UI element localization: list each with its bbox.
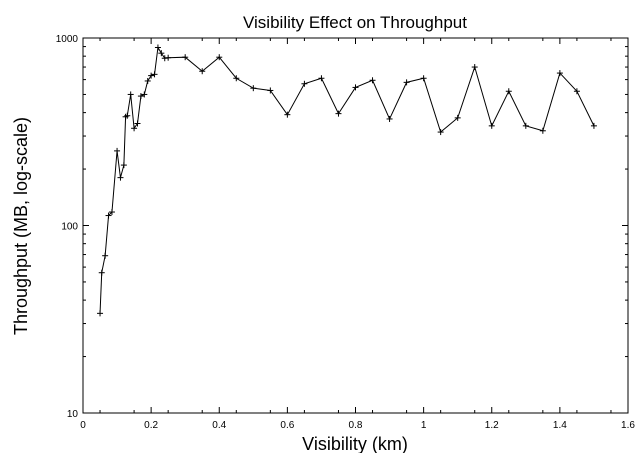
data-point (454, 114, 461, 121)
data-point (335, 110, 342, 117)
data-point (386, 115, 393, 122)
data-point (134, 120, 141, 127)
y-tick-label: 10 (67, 409, 79, 420)
data-point (137, 93, 144, 100)
series-markers (97, 44, 597, 317)
x-tick-label: 0.2 (144, 420, 158, 431)
data-point (102, 252, 109, 259)
x-tick-labels: 0 0.2 0.4 0.6 0.8 1 1.2 1.4 1.6 (80, 420, 635, 431)
data-point (117, 174, 124, 181)
data-point (165, 54, 172, 61)
y-tick-label: 1000 (56, 34, 79, 45)
data-point (539, 127, 546, 134)
data-point (420, 75, 427, 82)
x-axis-label: Visibility (km) (302, 434, 408, 453)
data-point (505, 88, 512, 95)
data-point (151, 71, 158, 78)
data-point (124, 112, 131, 119)
data-point (154, 44, 161, 51)
data-point (144, 77, 151, 84)
data-point (131, 125, 138, 132)
data-point (127, 91, 134, 98)
series-line (99, 45, 595, 314)
data-point (120, 162, 127, 169)
data-point (522, 122, 529, 129)
data-point (161, 55, 168, 62)
x-tick-label: 1 (421, 420, 427, 431)
x-tick-label: 1.4 (553, 420, 567, 431)
data-point (98, 269, 105, 276)
x-tick-label: 1.6 (621, 420, 635, 431)
data-point (233, 75, 240, 82)
data-point (556, 70, 563, 77)
data-point (114, 147, 121, 154)
chart-title: Visibility Effect on Throughput (243, 13, 467, 32)
data-point (437, 129, 444, 136)
data-point (352, 84, 359, 91)
data-point (284, 111, 291, 118)
data-point (97, 310, 104, 317)
data-point (108, 209, 115, 216)
x-tick-label: 0.4 (212, 420, 226, 431)
y-tick-labels: 10 100 1000 (56, 34, 79, 420)
plot-frame (82, 37, 629, 414)
y-axis-label: Throughput (MB, log-scale) (11, 117, 31, 335)
data-point (267, 87, 274, 94)
data-point (148, 72, 155, 79)
data-point (182, 54, 189, 61)
x-tick-label: 1.2 (485, 420, 499, 431)
data-point (216, 54, 223, 61)
data-point (488, 122, 495, 129)
x-tick-label: 0.6 (280, 420, 294, 431)
data-point (573, 88, 580, 95)
data-point (141, 91, 148, 98)
data-point (158, 50, 165, 57)
data-point (590, 122, 597, 129)
data-point (105, 212, 112, 219)
data-point (250, 85, 257, 92)
data-point (471, 64, 478, 71)
data-point (369, 77, 376, 84)
y-tick-label: 100 (61, 222, 78, 233)
data-point (199, 68, 206, 75)
data-point (301, 80, 308, 87)
x-tick-label: 0.8 (349, 420, 363, 431)
axis-ticks (82, 37, 629, 414)
data-point (318, 75, 325, 82)
data-point (403, 79, 410, 86)
x-tick-label: 0 (80, 420, 86, 431)
